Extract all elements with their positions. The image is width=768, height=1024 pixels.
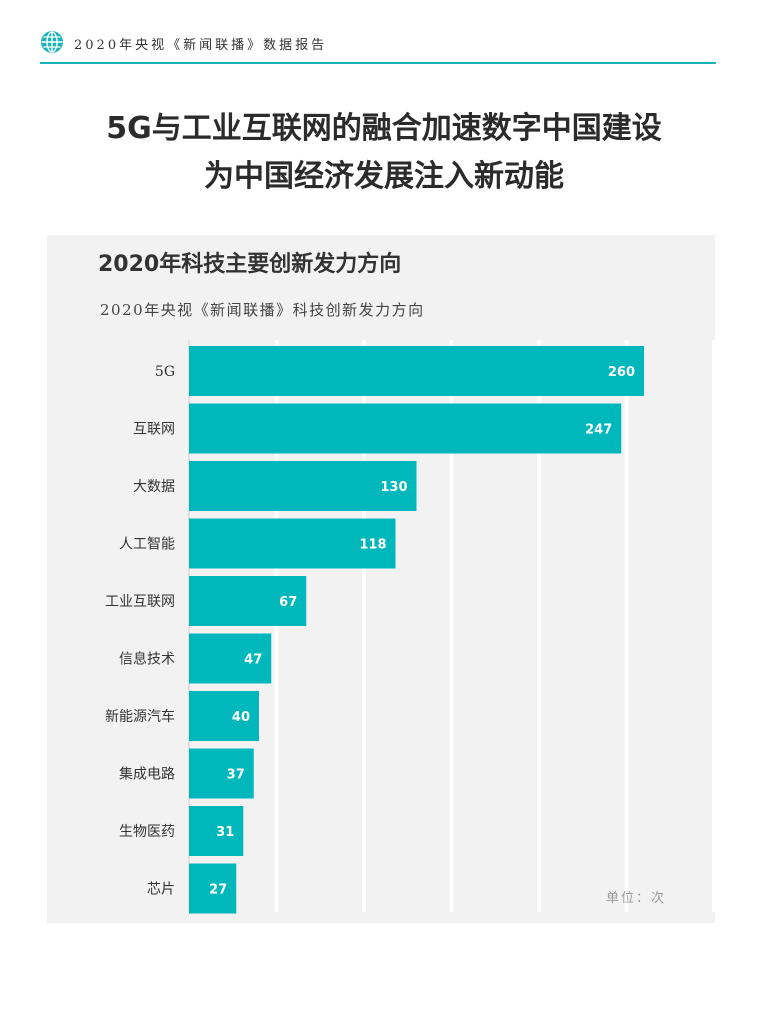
category-label: 信息技术 <box>119 651 175 668</box>
header-text: 2020年央视《新闻联播》数据报告 <box>74 38 328 53</box>
bar <box>189 461 417 511</box>
page-header: 2020年央视《新闻联播》数据报告 <box>40 28 716 64</box>
bar <box>189 748 254 799</box>
globe-icon <box>41 31 63 53</box>
unit-label: 单位：次 <box>606 891 667 906</box>
header-divider <box>40 62 716 64</box>
bar <box>189 576 307 626</box>
data-label: 31 <box>216 825 234 840</box>
data-label: 40 <box>232 710 250 725</box>
chart-subtitle: 2020年央视《新闻联播》科技创新发力方向 <box>100 301 425 319</box>
category-label: 集成电路 <box>119 766 175 783</box>
category-label: 新能源汽车 <box>105 708 175 725</box>
category-label: 工业互联网 <box>105 594 175 610</box>
bar <box>189 518 396 569</box>
data-label: 27 <box>209 883 227 898</box>
category-label: 5G <box>155 364 175 380</box>
bar <box>189 691 259 741</box>
category-label: 生物医药 <box>119 824 175 840</box>
category-label: 人工智能 <box>119 537 175 553</box>
data-label: 47 <box>244 653 262 668</box>
bars: 260 247 130 118 67 47 40 37 31 27 <box>189 346 644 914</box>
data-label: 118 <box>359 538 386 553</box>
chart-title: 2020年科技主要创新发力方向 <box>98 252 402 277</box>
data-label: 37 <box>227 768 245 783</box>
data-label: 247 <box>585 423 612 438</box>
category-label: 互联网 <box>133 422 175 438</box>
page-title-line1: 5G与工业互联网的融合加速数字中国建设 <box>106 111 662 146</box>
data-label: 130 <box>380 480 407 495</box>
bar <box>189 346 644 396</box>
data-label: 67 <box>279 595 297 610</box>
bar <box>189 633 272 684</box>
data-label: 260 <box>608 365 635 380</box>
bar <box>189 806 244 856</box>
bar <box>189 403 622 454</box>
bar <box>189 863 237 914</box>
category-label: 大数据 <box>133 479 175 495</box>
category-label: 芯片 <box>147 882 175 898</box>
page-title-line2: 为中国经济发展注入新动能 <box>204 159 564 194</box>
